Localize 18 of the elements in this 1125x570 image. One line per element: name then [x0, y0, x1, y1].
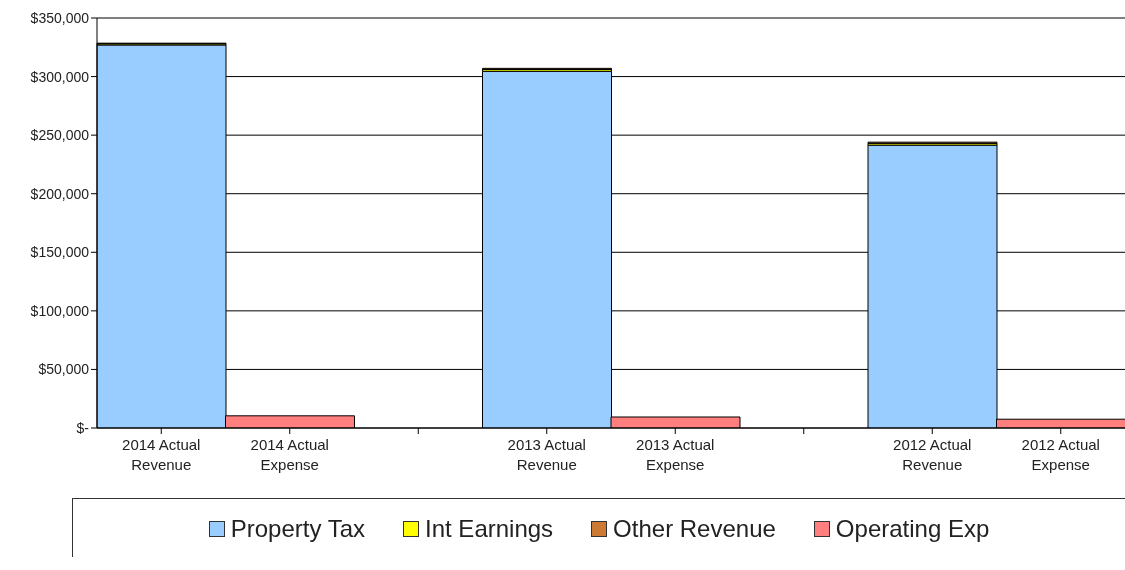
x-tick-label: 2014 Actual Expense	[250, 436, 329, 473]
y-tick-label: $200,000	[30, 185, 90, 202]
legend-label: Other Revenue	[613, 515, 776, 543]
legend-label: Int Earnings	[425, 515, 554, 543]
y-tick-label: $300,000	[30, 68, 90, 85]
legend-label: Operating Exp	[835, 515, 990, 543]
x-tick-label: 2014 Actual Revenue	[122, 436, 201, 473]
x-tick-label: 2013 Actual Expense	[636, 436, 715, 473]
x-tick-label: 2012 Actual Revenue	[893, 436, 972, 473]
y-tick-label: $350,000	[30, 9, 90, 26]
x-tick-label: 2013 Actual Revenue	[507, 436, 586, 473]
y-tick-label: $150,000	[30, 244, 90, 261]
y-tick-label: $-	[76, 419, 90, 436]
y-tick-label: $100,000	[30, 302, 90, 319]
y-tick-label: $250,000	[30, 127, 90, 144]
y-tick-label: $50,000	[38, 361, 90, 378]
legend-label: Property Tax	[230, 515, 366, 543]
x-tick-label: 2012 Actual Expense	[1021, 436, 1100, 473]
